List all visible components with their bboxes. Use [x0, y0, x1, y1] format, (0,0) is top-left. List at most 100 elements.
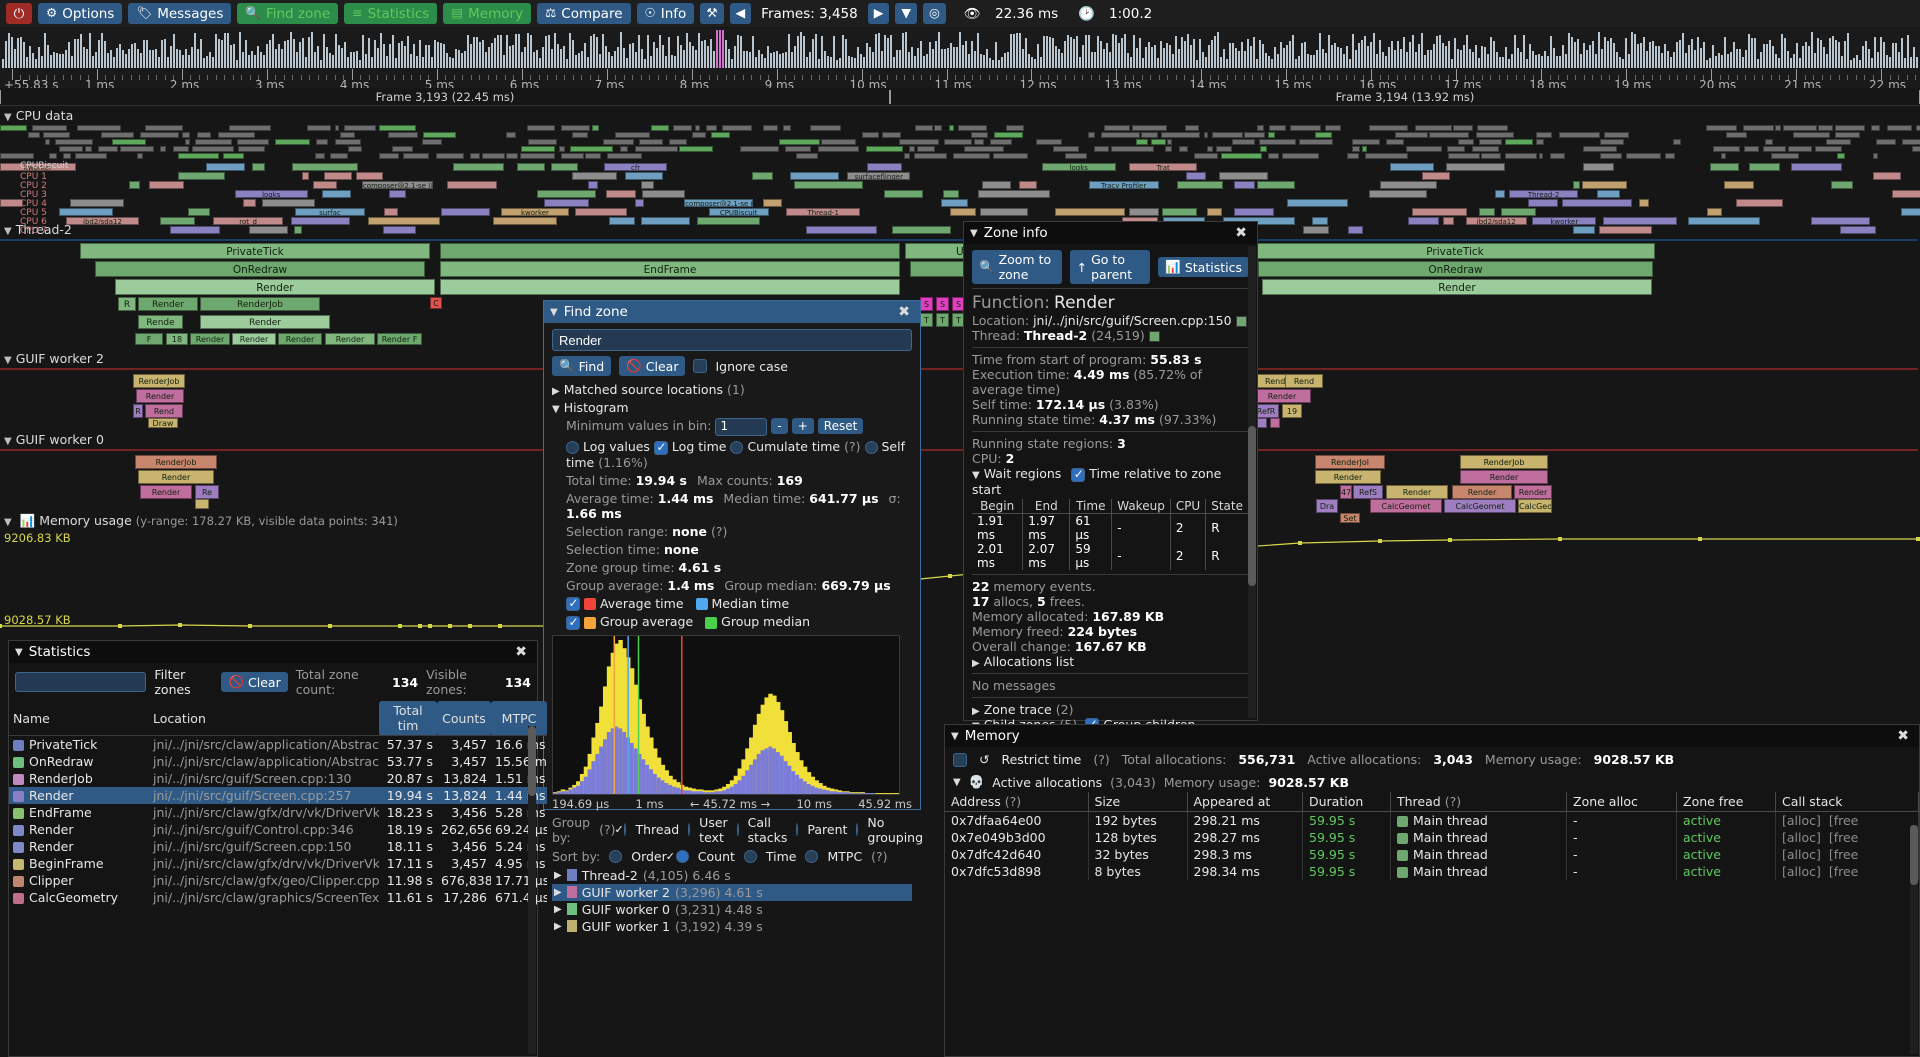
- timeline-zone[interactable]: [963, 146, 1005, 152]
- alloc-callstack-cell[interactable]: [alloc] [free: [1775, 829, 1919, 846]
- timeline-zone[interactable]: [321, 190, 352, 198]
- worker0-rows[interactable]: RenderJob Render Render Re RenderJol RenderJo…: [0, 449, 1920, 523]
- prev-frame-button[interactable]: ◀: [729, 3, 752, 24]
- frame-dropdown-button[interactable]: ▼: [895, 3, 917, 24]
- timeline-zone[interactable]: [1311, 217, 1329, 225]
- table-row[interactable]: EndFrame jni/../jni/src/claw/gfx/drv/vk/D…: [9, 804, 547, 821]
- timeline-zone[interactable]: [178, 153, 219, 159]
- timeline-zone[interactable]: F: [135, 333, 163, 345]
- timeline-zone[interactable]: [668, 139, 687, 145]
- timeline-zone[interactable]: [217, 132, 255, 138]
- timeline-zone[interactable]: [793, 181, 864, 189]
- timeline-zone[interactable]: [160, 146, 167, 152]
- timeline-zone[interactable]: [1775, 125, 1781, 131]
- timeline-zone[interactable]: [306, 125, 332, 131]
- timeline-zone[interactable]: [1476, 132, 1515, 138]
- statistics-col-location[interactable]: Location: [149, 701, 379, 736]
- table-row[interactable]: Clipper jni/../jni/src/claw/gfx/geo/Clipp…: [9, 872, 547, 889]
- timeline-zone[interactable]: Render: [140, 485, 192, 499]
- timeline-zone[interactable]: [1352, 146, 1360, 152]
- frames-minimap[interactable]: [0, 28, 1920, 68]
- timeline-zone[interactable]: Render: [325, 333, 375, 345]
- timeline-zone[interactable]: [275, 139, 311, 145]
- timeline-zone[interactable]: [1561, 199, 1632, 207]
- timeline-zone[interactable]: [979, 208, 1028, 216]
- timeline-zone[interactable]: [1706, 208, 1723, 216]
- timeline-zone[interactable]: [340, 132, 355, 138]
- timeline-zone[interactable]: [641, 217, 691, 225]
- timeline-zone[interactable]: [206, 163, 245, 171]
- timeline-zone[interactable]: [1347, 226, 1363, 234]
- timeline-zone[interactable]: [368, 217, 441, 225]
- timeline-zone[interactable]: [1018, 181, 1037, 189]
- timeline-zone[interactable]: [1688, 217, 1760, 225]
- timeline-zone[interactable]: [1064, 153, 1087, 159]
- timeline-zone[interactable]: [1218, 172, 1269, 180]
- group-header-thread-2[interactable]: ▼ Thread-2: [0, 220, 1920, 239]
- table-row[interactable]: BeginFrame jni/../jni/src/claw/gfx/drv/vk…: [9, 855, 547, 872]
- timeline-zone[interactable]: [1536, 132, 1552, 138]
- timeline-zone[interactable]: [779, 139, 820, 145]
- statistics-table[interactable]: Name Location Total tim Counts MTPC PrivateTi…: [9, 701, 547, 906]
- timeline-zone[interactable]: [446, 181, 497, 189]
- frame-box[interactable]: Frame 3,193 (22.45 ms): [0, 90, 890, 104]
- statistics-button[interactable]: ≡ Statistics: [344, 3, 438, 24]
- table-row[interactable]: Render jni/../jni/src/guif/Screen.cpp:257…: [9, 787, 547, 804]
- timeline-zone[interactable]: [42, 132, 70, 138]
- find-zone-button[interactable]: 🔍 Find zone: [237, 3, 339, 24]
- chevron-down-icon[interactable]: ▼: [970, 227, 978, 239]
- timeline-zone[interactable]: [440, 243, 900, 259]
- frame-box[interactable]: Frame 3,194 (13.92 ms): [890, 90, 1920, 104]
- timeline-zone[interactable]: [559, 146, 565, 152]
- timeline-zone[interactable]: [1476, 125, 1508, 131]
- table-row[interactable]: 0x7e049b3d00 128 bytes 298.27 ms 59.95 s Mai…: [945, 829, 1919, 846]
- timeline-zone[interactable]: [796, 153, 818, 159]
- timeline-zone[interactable]: [382, 226, 417, 234]
- average-time-checkbox[interactable]: [566, 596, 580, 611]
- timeline-zone[interactable]: [1135, 139, 1149, 145]
- timeline-zone[interactable]: [1281, 153, 1319, 159]
- timeline-zone[interactable]: [917, 146, 935, 152]
- timeline-zone[interactable]: jbd2/sda12: [66, 217, 139, 225]
- memory-col-zone-free[interactable]: Zone free: [1676, 792, 1776, 812]
- timeline-zone[interactable]: [1815, 146, 1843, 152]
- timeline-zone[interactable]: [943, 190, 960, 198]
- timeline-zone[interactable]: [192, 146, 235, 152]
- timeline-zone[interactable]: Render: [190, 333, 230, 345]
- timeline-zone[interactable]: [528, 139, 558, 145]
- timeline-zone[interactable]: [536, 190, 596, 198]
- statistics-scrollbar[interactable]: [528, 726, 536, 1054]
- timeline-zone[interactable]: [1270, 418, 1280, 428]
- timeline-zone[interactable]: [641, 190, 686, 198]
- timeline-zone[interactable]: [1840, 226, 1876, 234]
- chevron-right-icon[interactable]: ▶: [554, 869, 562, 881]
- timeline-zone[interactable]: [1352, 139, 1381, 145]
- timeline-zone[interactable]: [638, 139, 663, 145]
- timeline-zone[interactable]: [603, 139, 635, 145]
- timeline-zone[interactable]: [1289, 125, 1322, 131]
- timeline-zone[interactable]: [605, 190, 637, 198]
- timeline-zone[interactable]: Render: [138, 297, 198, 311]
- timeline-zone[interactable]: [1386, 139, 1404, 145]
- timeline-zone[interactable]: [1036, 139, 1062, 145]
- timeline-zone[interactable]: Render: [200, 315, 330, 329]
- timeline-zone[interactable]: [1830, 181, 1853, 189]
- matched-source-locations[interactable]: ▶ Matched source locations (1): [552, 382, 745, 397]
- timeline-zone[interactable]: [692, 132, 707, 138]
- chevron-down-icon[interactable]: ▼: [550, 306, 558, 318]
- timeline-zone[interactable]: [1233, 208, 1275, 216]
- timeline-zone[interactable]: [1412, 208, 1467, 216]
- timeline-zone[interactable]: [1446, 146, 1466, 152]
- timeline-zone[interactable]: [762, 125, 779, 131]
- timeline-zone[interactable]: [520, 146, 556, 152]
- timeline-zone[interactable]: [481, 153, 505, 159]
- timeline-zone[interactable]: [1287, 199, 1349, 207]
- options-button[interactable]: ⚙ Options: [38, 3, 123, 24]
- timeline-zone[interactable]: [261, 199, 316, 207]
- timeline-zone[interactable]: Render: [1514, 485, 1552, 499]
- timeline-zone[interactable]: [312, 181, 338, 189]
- timeline-zone[interactable]: [1054, 208, 1125, 216]
- memory-col-duration[interactable]: Duration: [1302, 792, 1391, 812]
- timeline-zone[interactable]: [0, 239, 1918, 241]
- timeline-zone[interactable]: surfaceflinger: [847, 172, 911, 180]
